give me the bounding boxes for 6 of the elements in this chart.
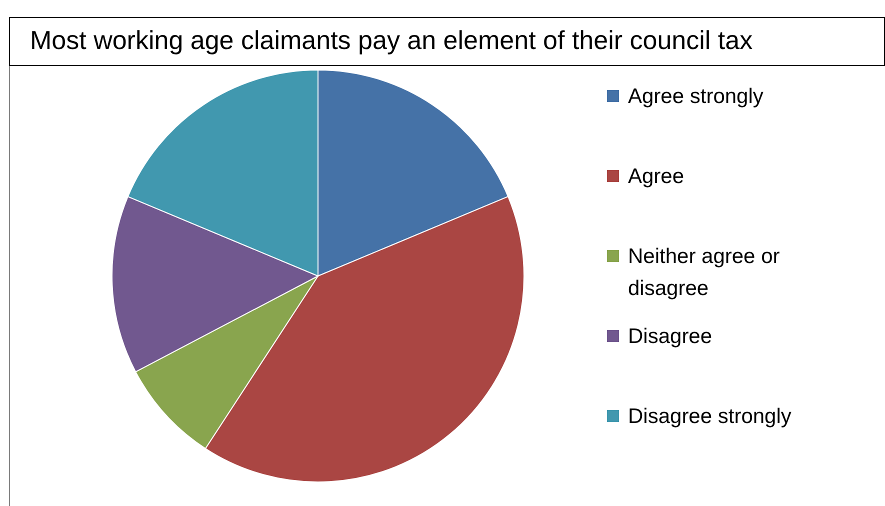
legend-label: Agree: [628, 164, 684, 188]
legend-label: Agree strongly: [628, 84, 764, 108]
legend-label: Disagree strongly: [628, 404, 792, 428]
chart-title: Most working age claimants pay an element of their council tax: [30, 24, 753, 55]
legend-label: Disagree: [628, 324, 712, 348]
legend-label: Neither agree or disagree: [628, 244, 780, 300]
